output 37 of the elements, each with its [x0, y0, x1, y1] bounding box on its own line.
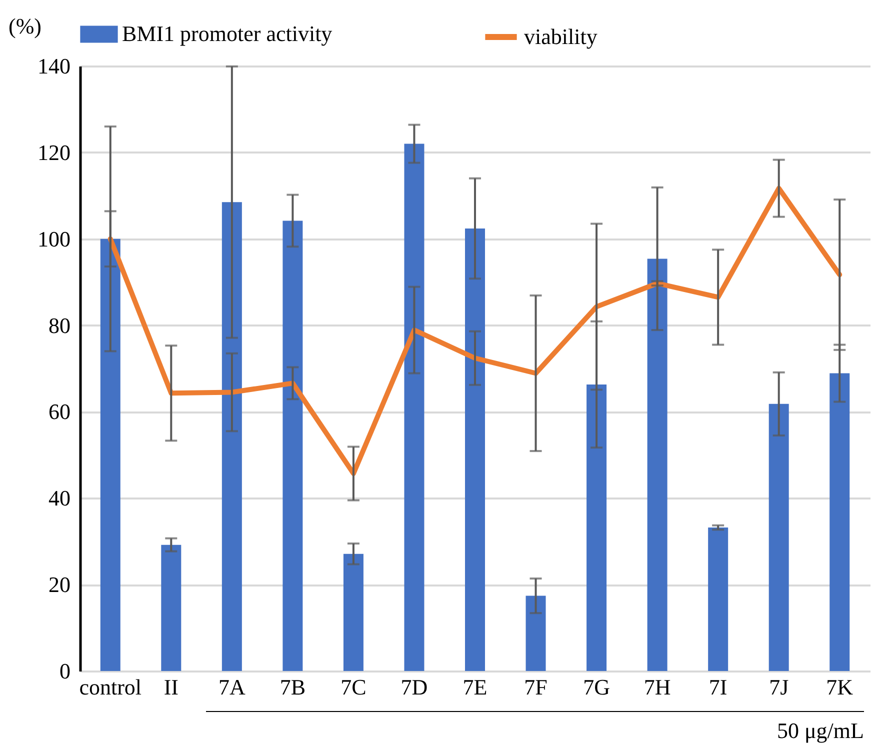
- bar: [100, 238, 120, 671]
- x-tick-label: 7A: [218, 674, 246, 700]
- bar: [465, 228, 485, 671]
- x-tick-label: 7I: [708, 674, 728, 700]
- bar: [282, 220, 303, 671]
- bar: [404, 144, 424, 671]
- y-tick-label: 140: [38, 54, 70, 78]
- bar: [161, 544, 182, 671]
- bar: [343, 554, 364, 671]
- legend-label: viability: [524, 24, 598, 49]
- y-tick-label: 100: [38, 226, 70, 252]
- bar: [768, 404, 789, 671]
- x-tick-label: 7D: [400, 674, 428, 700]
- y-tick-label: 0: [60, 658, 70, 684]
- x-tick-label: 7C: [340, 674, 366, 700]
- x-tick-label: 7E: [462, 674, 488, 700]
- bar: [647, 258, 668, 671]
- x-tick-label: 7K: [826, 674, 854, 700]
- y-tick-label: 40: [48, 486, 70, 511]
- bar: [222, 202, 242, 671]
- x-tick-label: control: [79, 674, 142, 700]
- bar: [586, 384, 607, 671]
- y-tick-label: 20: [48, 572, 70, 598]
- y-tick-label: 120: [38, 140, 70, 165]
- x-tick-label: II: [164, 674, 178, 700]
- x-tick-label: 7H: [644, 674, 671, 700]
- y-tick-label: 60: [48, 399, 70, 424]
- x-tick-label: 7B: [280, 674, 306, 700]
- legend-label: BMI1 promoter activity: [122, 21, 332, 46]
- y-tick-label: 80: [48, 312, 70, 338]
- bar: [830, 373, 850, 671]
- x-tick-label: 7J: [769, 674, 790, 700]
- y-axis-title: (%): [8, 14, 42, 38]
- bracket-label: 50 μg/mL: [206, 711, 864, 744]
- bar: [526, 596, 546, 671]
- x-tick-label: 7F: [524, 674, 548, 700]
- x-tick-label: 7G: [583, 674, 610, 700]
